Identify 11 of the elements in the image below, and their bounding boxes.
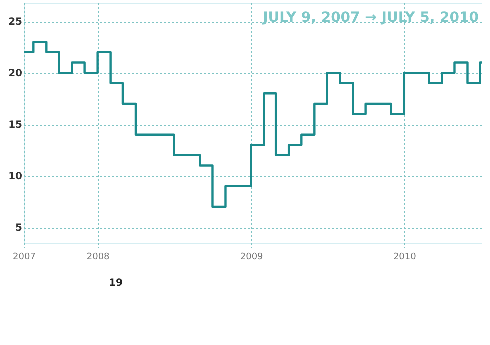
y-tick-label: 25 [8, 17, 23, 28]
y-tick-label: 10 [8, 172, 23, 183]
annotation: JULY 9, 2007 → JULY 5, 2010 [262, 10, 480, 26]
x-tick-label: 2008 [86, 252, 110, 262]
x-tick-label: 2010 [393, 252, 417, 262]
y-tick-label: 15 [8, 120, 23, 132]
y-tick-label: 5 [16, 223, 23, 234]
y-tick-label: 20 [8, 68, 23, 80]
x-tick-label: 2009 [240, 252, 264, 262]
x-tick-label: 2007 [13, 252, 36, 262]
text: 19 [109, 278, 123, 289]
